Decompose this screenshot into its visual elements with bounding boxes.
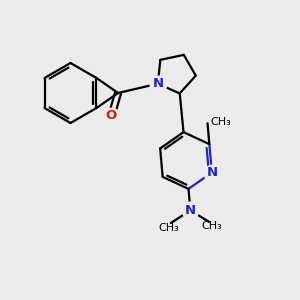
- Text: N: N: [152, 77, 164, 90]
- Text: CH₃: CH₃: [211, 117, 231, 127]
- Text: CH₃: CH₃: [158, 223, 179, 232]
- Text: N: N: [206, 166, 218, 179]
- Text: N: N: [185, 204, 196, 217]
- Text: O: O: [106, 109, 117, 122]
- Text: CH₃: CH₃: [201, 221, 222, 231]
